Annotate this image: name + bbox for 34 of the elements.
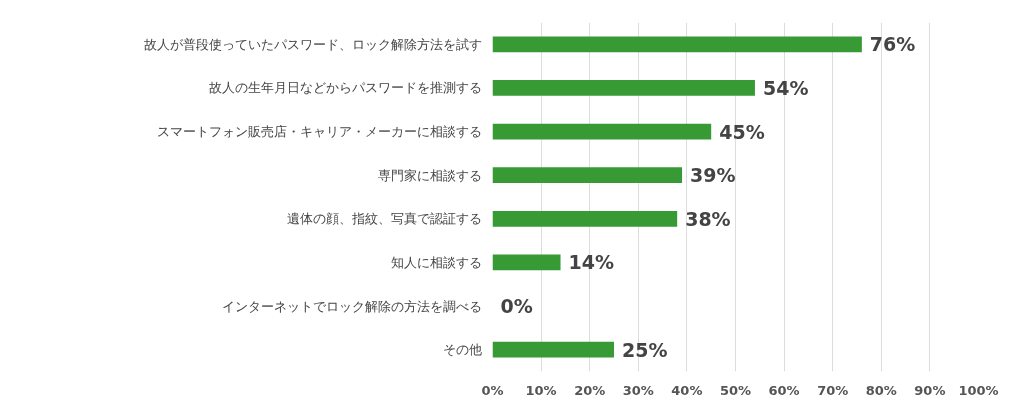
data-label: 39% <box>690 164 736 187</box>
x-tick-label: 40% <box>671 382 703 398</box>
bar <box>492 167 683 184</box>
data-label: 45% <box>719 120 765 143</box>
x-tick-label: 50% <box>719 382 752 398</box>
y-tick-label: インターネットでロック解除の方法を調べる <box>221 298 482 314</box>
y-tick-label: 遺体の顔、指紋、写真で認証する <box>286 211 482 227</box>
y-tick-label: スマートフォン販売店・キャリア・メーカーに相談する <box>156 124 482 140</box>
x-tick-label: 30% <box>622 382 654 398</box>
data-label: 54% <box>762 76 809 99</box>
x-tick-label: 90% <box>914 382 946 398</box>
y-tick-label: 故人の生年月日などからパスワードを推測する <box>208 80 482 96</box>
x-tick-label: 0% <box>481 382 504 398</box>
bar <box>492 210 678 227</box>
data-label: 14% <box>568 251 615 274</box>
bar <box>492 36 862 53</box>
x-tick-label: 70% <box>817 382 849 398</box>
x-tick-label: 80% <box>865 382 897 398</box>
y-tick-label: 知人に相談する <box>390 254 482 270</box>
x-tick-label: 20% <box>574 382 606 398</box>
bar <box>492 254 561 271</box>
x-tick-label: 100% <box>958 382 999 398</box>
data-label: 25% <box>622 338 668 361</box>
bar <box>492 80 755 96</box>
y-tick-label: 故人が普段使っていたパスワード、ロック解除方法を試す <box>143 36 482 52</box>
bar <box>492 341 614 358</box>
y-tick-label: その他 <box>442 342 482 358</box>
y-tick-label: 専門家に相談する <box>377 167 482 183</box>
data-label: 38% <box>685 207 731 230</box>
data-label: 76% <box>869 33 916 56</box>
bar <box>492 123 712 140</box>
data-label: 0% <box>500 295 533 318</box>
x-tick-label: 60% <box>768 382 800 398</box>
x-tick-label: 10% <box>525 382 557 398</box>
